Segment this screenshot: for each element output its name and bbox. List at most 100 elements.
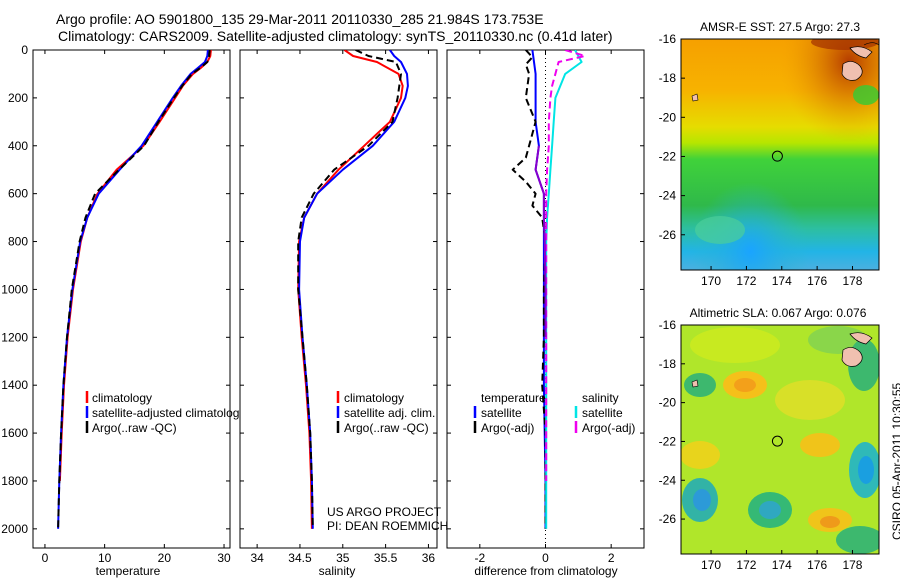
island-west <box>691 379 699 388</box>
y-tick-label: 2000 <box>1 522 28 536</box>
sla-blob <box>734 378 756 392</box>
lat-tick-label: -24 <box>659 473 677 487</box>
legend-label-climatology: climatology <box>92 391 152 405</box>
legend-label-sal-satellite: satellite <box>582 406 623 420</box>
island-viti-levu <box>841 347 863 367</box>
legend-label-climatology: climatology <box>344 391 404 405</box>
difference-x-axis: -2 0 2 <box>474 50 615 565</box>
lat-tick-label: -22 <box>659 434 677 448</box>
salinity-axes-frame <box>239 49 438 549</box>
difference-x-label: difference from climatology <box>474 564 617 578</box>
lon-tick-label: 178 <box>842 558 862 572</box>
lat-tick-label: -20 <box>659 110 677 124</box>
difference-lines <box>511 50 586 529</box>
salinity-x-label: salinity <box>319 564 356 578</box>
figure-title-line1: Argo profile: AO 5901800_135 29-Mar-2011… <box>56 11 544 27</box>
lat-tick-label: -24 <box>659 189 677 203</box>
sst-green-patch <box>853 85 879 105</box>
temperature-axes-frame <box>32 49 231 549</box>
x-tick-label: 10 <box>98 551 112 565</box>
lon-tick-label: 172 <box>736 558 756 572</box>
y-tick-label: 600 <box>8 187 28 201</box>
lon-tick-label: 174 <box>772 558 792 572</box>
sst-map-axes: 170 172 174 176 178 -16 -18 -20 -22 -24 -26 <box>659 32 863 288</box>
island-viti-levu <box>841 61 863 81</box>
legend-label-temp-satellite: satellite <box>481 406 522 420</box>
salinity-panel: 34 34.5 35 35.5 36 salinity climatology sate… <box>239 49 438 578</box>
sst-map: AMSR-E SST: 27.5 Argo: 27.3 170 172 174 176… <box>659 20 880 288</box>
lon-tick-label: 170 <box>701 558 721 572</box>
sla-map: Altimetric SLA: 0.067 Argo: 0.076 <box>659 306 880 572</box>
pi-credit: PI: DEAN ROEMMICH <box>327 519 449 533</box>
sla-blob <box>693 489 711 511</box>
sla-blob <box>684 373 716 397</box>
island-west <box>691 93 699 102</box>
lat-tick-label: -18 <box>659 357 677 371</box>
sst-field <box>681 39 879 270</box>
island-vanua-levu <box>849 332 873 345</box>
sst-map-frame <box>680 38 880 271</box>
sla-field <box>681 325 879 554</box>
y-tick-label: 1200 <box>1 330 28 344</box>
x-tick-label: 0 <box>42 551 49 565</box>
lat-tick-label: -22 <box>659 149 677 163</box>
lat-tick-label: -26 <box>659 512 677 526</box>
sla-blob <box>820 516 840 528</box>
x-tick-label: 34.5 <box>288 551 312 565</box>
sst-teal-patch <box>695 216 745 244</box>
series-salinity-argo-adj <box>545 50 586 481</box>
sla-blob <box>836 526 879 554</box>
y-tick-label: 200 <box>8 91 28 105</box>
lat-tick-label: -18 <box>659 71 677 85</box>
x-tick-label: 30 <box>217 551 231 565</box>
temperature-panel: 0 200 400 600 800 1000 1200 1400 1600 1800 2000 0 1… <box>1 43 245 578</box>
figure-title-line2: Climatology: CARS2009. Satellite-adjuste… <box>58 28 613 44</box>
lat-tick-label: -26 <box>659 228 677 242</box>
temperature-x-axis: 0 10 20 30 <box>42 50 231 565</box>
project-credit: US ARGO PROJECT <box>327 505 442 519</box>
difference-panel: -2 0 2 difference from climatology tempera… <box>446 49 645 578</box>
sla-blob <box>759 501 781 519</box>
sst-map-title: AMSR-E SST: 27.5 Argo: 27.3 <box>700 20 860 34</box>
lon-tick-label: 178 <box>842 274 862 288</box>
y-tick-label: 1400 <box>1 378 28 392</box>
difference-legend: temperature satellite Argo(-adj) salinit… <box>473 391 635 435</box>
sla-blob <box>800 433 840 457</box>
legend-label-satellite-adjusted: satellite-adjusted climatology <box>92 406 245 420</box>
series-temperature-satellite-deep <box>534 145 547 338</box>
series-salinity-satellite <box>545 50 583 529</box>
temperature-legend: climatology satellite-adjusted climatolo… <box>85 391 245 435</box>
x-tick-label: 2 <box>608 551 615 565</box>
legend-label-satellite-adj: satellite adj. clim. <box>344 406 435 420</box>
series-satellite-adj-clim <box>298 50 409 529</box>
sla-blob <box>690 327 780 363</box>
y-tick-label: 0 <box>21 43 28 57</box>
y-tick-label: 1000 <box>1 282 28 296</box>
depth-axis: 0 200 400 600 800 1000 1200 1400 1600 1800 2000 <box>1 43 230 536</box>
x-tick-label: 20 <box>158 551 172 565</box>
y-tick-label: 400 <box>8 139 28 153</box>
lat-tick-label: -16 <box>659 318 677 332</box>
argo-float-marker <box>771 150 783 162</box>
legend-title-salinity: salinity <box>582 391 619 405</box>
x-tick-label: 0 <box>542 551 549 565</box>
legend-label-argo: Argo(..raw -QC) <box>92 421 177 435</box>
salinity-lines <box>297 50 409 529</box>
legend-label-sal-argo: Argo(-adj) <box>582 421 635 435</box>
series-satellite-adjusted-climatology <box>57 50 209 529</box>
lat-tick-label: -16 <box>659 32 677 46</box>
salinity-x-axis: 34 34.5 35 35.5 36 <box>250 50 435 565</box>
sla-map-title: Altimetric SLA: 0.067 Argo: 0.076 <box>690 306 867 320</box>
sla-map-axes: 170 172 174 176 178 -16 -18 -20 -22 -24 -26 <box>659 318 863 572</box>
x-tick-label: 36 <box>422 551 436 565</box>
y-tick-label: 800 <box>8 235 28 249</box>
lon-tick-label: 176 <box>807 558 827 572</box>
timestamp: CSIRO 05-Apr-2011 10:30:55 <box>890 382 900 540</box>
y-tick-label: 1800 <box>1 474 28 488</box>
island-vanua-levu <box>849 46 873 59</box>
temperature-lines <box>57 50 212 529</box>
series-temperature-argo-adj <box>511 50 547 529</box>
lon-tick-label: 172 <box>736 274 756 288</box>
sst-hot-core <box>811 39 879 50</box>
